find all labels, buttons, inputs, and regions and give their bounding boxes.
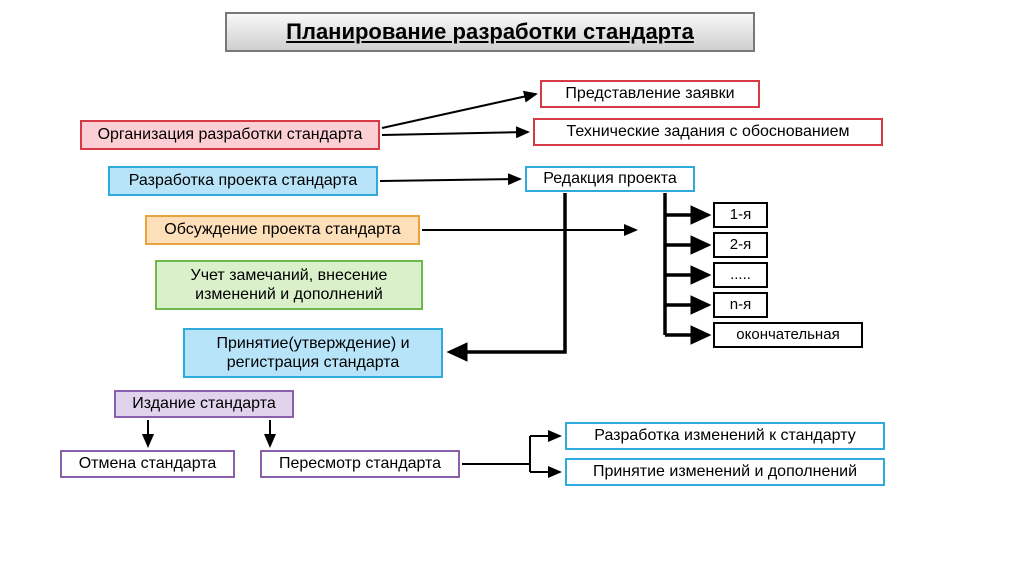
- node-tech-label: Технические задания с обоснованием: [566, 122, 849, 141]
- node-acceptChanges-label: Принятие изменений и дополнений: [593, 462, 857, 481]
- node-v2: 2-я: [713, 232, 768, 258]
- node-vfinal-label: окончательная: [736, 326, 839, 344]
- node-acceptChanges: Принятие изменений и дополнений: [565, 458, 885, 486]
- node-tech: Технические задания с обоснованием: [533, 118, 883, 146]
- flow-arrows: [0, 0, 1024, 576]
- node-editProj: Редакция проекта: [525, 166, 695, 192]
- diagram-title-text: Планирование разработки стандарта: [286, 19, 694, 45]
- node-cancel: Отмена стандарта: [60, 450, 235, 478]
- node-changes-label: Учет замечаний, внесение изменений и доп…: [163, 266, 415, 304]
- node-accept: Принятие(утверждение) и регистрация стан…: [183, 328, 443, 378]
- node-discuss-label: Обсуждение проекта стандарта: [164, 220, 400, 239]
- node-vfinal: окончательная: [713, 322, 863, 348]
- node-cancel-label: Отмена стандарта: [79, 454, 217, 473]
- node-request-label: Представление заявки: [565, 84, 734, 103]
- node-review-label: Пересмотр стандарта: [279, 454, 441, 473]
- node-publish: Издание стандарта: [114, 390, 294, 418]
- node-vdots: .....: [713, 262, 768, 288]
- diagram-title: Планирование разработки стандарта: [225, 12, 755, 52]
- node-org: Организация разработки стандарта: [80, 120, 380, 150]
- node-discuss: Обсуждение проекта стандарта: [145, 215, 420, 245]
- node-changes: Учет замечаний, внесение изменений и доп…: [155, 260, 423, 310]
- node-draft-label: Разработка проекта стандарта: [129, 171, 357, 190]
- node-v1: 1-я: [713, 202, 768, 228]
- node-vdots-label: .....: [730, 266, 751, 284]
- node-devChanges-label: Разработка изменений к стандарту: [594, 426, 855, 445]
- node-vn-label: n-я: [730, 296, 751, 314]
- node-org-label: Организация разработки стандарта: [98, 125, 363, 144]
- node-v1-label: 1-я: [730, 206, 751, 224]
- node-v2-label: 2-я: [730, 236, 751, 254]
- node-request: Представление заявки: [540, 80, 760, 108]
- node-publish-label: Издание стандарта: [132, 394, 276, 413]
- node-editProj-label: Редакция проекта: [543, 169, 677, 188]
- node-draft: Разработка проекта стандарта: [108, 166, 378, 196]
- node-accept-label: Принятие(утверждение) и регистрация стан…: [191, 334, 435, 372]
- node-review: Пересмотр стандарта: [260, 450, 460, 478]
- node-vn: n-я: [713, 292, 768, 318]
- node-devChanges: Разработка изменений к стандарту: [565, 422, 885, 450]
